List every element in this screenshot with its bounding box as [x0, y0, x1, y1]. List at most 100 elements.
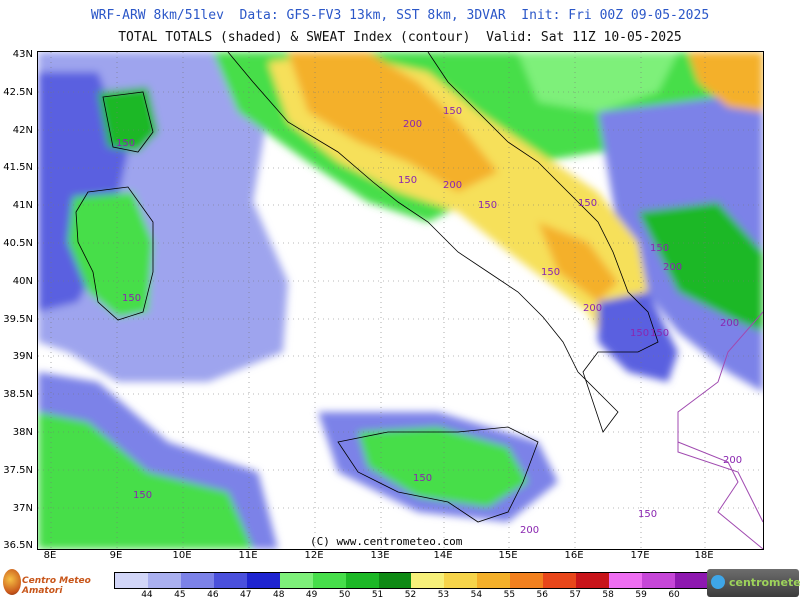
- legend-swatch: [345, 573, 379, 588]
- legend-label: 46: [207, 590, 219, 600]
- contour-label: 200: [663, 262, 682, 273]
- lat-label-38n: 38N: [12, 427, 33, 438]
- lon-label-8e: 8E: [43, 550, 57, 561]
- legend-label: 54: [470, 590, 483, 600]
- legend-swatch: [279, 573, 313, 588]
- legend-label: 44: [141, 590, 153, 600]
- field-southwest-green: [38, 412, 253, 549]
- coast-corsica: [102, 91, 154, 153]
- lon-label-10e: 10E: [172, 550, 192, 561]
- contour-label: 150: [650, 243, 669, 254]
- legend-swatch: [147, 573, 181, 588]
- legend-label: 57: [569, 590, 581, 600]
- contour-label: 200: [583, 303, 602, 314]
- centro-meteo-logo-left: Centro Meteo Amatori: [0, 567, 110, 597]
- legend-swatch: [180, 573, 214, 588]
- field-east-green: [638, 202, 763, 332]
- legend-label: 59: [635, 590, 647, 600]
- contour-label: 200: [720, 318, 739, 329]
- map-grid: [38, 52, 763, 549]
- lat-label-42-5n: 42.5N: [3, 87, 33, 98]
- field-sardinia-green: [68, 192, 153, 317]
- globe-icon: [711, 575, 725, 589]
- legend-label: 60: [668, 590, 680, 600]
- coast-sicily: [337, 426, 539, 523]
- contour-label: 150: [122, 293, 141, 304]
- contour-label: 150: [650, 328, 669, 339]
- lon-label-18e: 18E: [694, 550, 714, 561]
- lat-label-39-5n: 39.5N: [3, 314, 33, 325]
- lat-label-41-5n: 41.5N: [3, 162, 33, 173]
- lat-label-43n: 43N: [12, 49, 33, 60]
- legend-label: 48: [272, 590, 285, 600]
- legend-swatch: [246, 573, 280, 588]
- contour-label: 150: [541, 267, 560, 278]
- logo-left-text: Centro Meteo Amatori: [22, 576, 91, 596]
- lat-label-40n: 40N: [12, 276, 33, 287]
- legend-label: 52: [404, 590, 417, 600]
- legend-label: 47: [240, 590, 252, 600]
- contour-label: 200: [723, 455, 742, 466]
- lat-label-37-5n: 37.5N: [3, 465, 33, 476]
- legend-swatch: [213, 573, 247, 588]
- contour-label: 150: [398, 175, 417, 186]
- field-northeast-lightgreen: [518, 52, 678, 112]
- contour-label: 150: [133, 490, 152, 501]
- lat-label-38-5n: 38.5N: [3, 389, 33, 400]
- legend-label: 45: [174, 590, 186, 600]
- legend-swatch: [411, 573, 445, 588]
- legend-label: 50: [338, 590, 351, 600]
- coast-sardinia: [75, 186, 154, 321]
- sweat-contour-labels: 150 200 150 150 200 150 150 150 200 150 …: [116, 106, 742, 536]
- borders: [677, 311, 763, 549]
- field-calabria-blue: [598, 292, 678, 382]
- lon-label-15e: 15E: [498, 550, 518, 561]
- legend-label: 55: [503, 590, 516, 600]
- contour-label: 150: [578, 198, 597, 209]
- color-legend: [114, 572, 709, 589]
- contour-label: 150: [116, 138, 135, 149]
- lon-label-11e: 11E: [238, 550, 258, 561]
- legend-swatch: [312, 573, 346, 588]
- lon-label-14e: 14E: [433, 550, 453, 561]
- legend-label: 56: [536, 590, 548, 600]
- lat-label-40-5n: 40.5N: [3, 238, 33, 249]
- legend-label: 58: [602, 590, 614, 600]
- lat-label-39n: 39N: [12, 351, 33, 362]
- legend-swatch: [378, 573, 412, 588]
- weather-map: 150 200 150 150 200 150 150 150 200 150 …: [37, 51, 764, 550]
- field-peninsula-orange: [288, 52, 498, 192]
- field-peninsula-orange-south: [538, 222, 618, 302]
- contour-label: 200: [520, 525, 539, 536]
- field-sicily-green: [358, 427, 528, 507]
- contour-label: 150: [413, 473, 432, 484]
- legend-swatch: [115, 573, 148, 588]
- lat-label-37n: 37N: [12, 503, 33, 514]
- lat-label-42n: 42N: [12, 125, 33, 136]
- coastlines: [75, 52, 659, 523]
- contour-label: 200: [443, 180, 462, 191]
- lon-label-16e: 16E: [564, 550, 584, 561]
- legend-swatch: [642, 573, 675, 588]
- legend-swatch: [576, 573, 610, 588]
- field-northeast-orange: [688, 52, 763, 112]
- field-corsica-green: [98, 87, 158, 152]
- legend-swatch: [609, 573, 642, 588]
- legend-swatch: [444, 573, 478, 588]
- lat-label-41n: 41N: [12, 200, 33, 211]
- contour-label: 150: [478, 200, 497, 211]
- legend-swatch: [674, 573, 708, 588]
- legend-swatch: [543, 573, 577, 588]
- lat-label-36-5n: 36.5N: [3, 540, 33, 551]
- lon-label-9e: 9E: [109, 550, 123, 561]
- globe-icon: [3, 569, 21, 595]
- contour-label: 200: [403, 119, 422, 130]
- contour-label: 150: [630, 328, 649, 339]
- contour-label: 150: [638, 509, 657, 520]
- legend-swatch: [510, 573, 544, 588]
- map-canvas: 150 200 150 150 200 150 150 150 200 150 …: [38, 52, 763, 549]
- centrometeo-logo-right: centrometeo: [707, 569, 800, 597]
- coast-italy: [227, 52, 659, 433]
- lon-label-17e: 17E: [630, 550, 650, 561]
- contour-label: 150: [443, 106, 462, 117]
